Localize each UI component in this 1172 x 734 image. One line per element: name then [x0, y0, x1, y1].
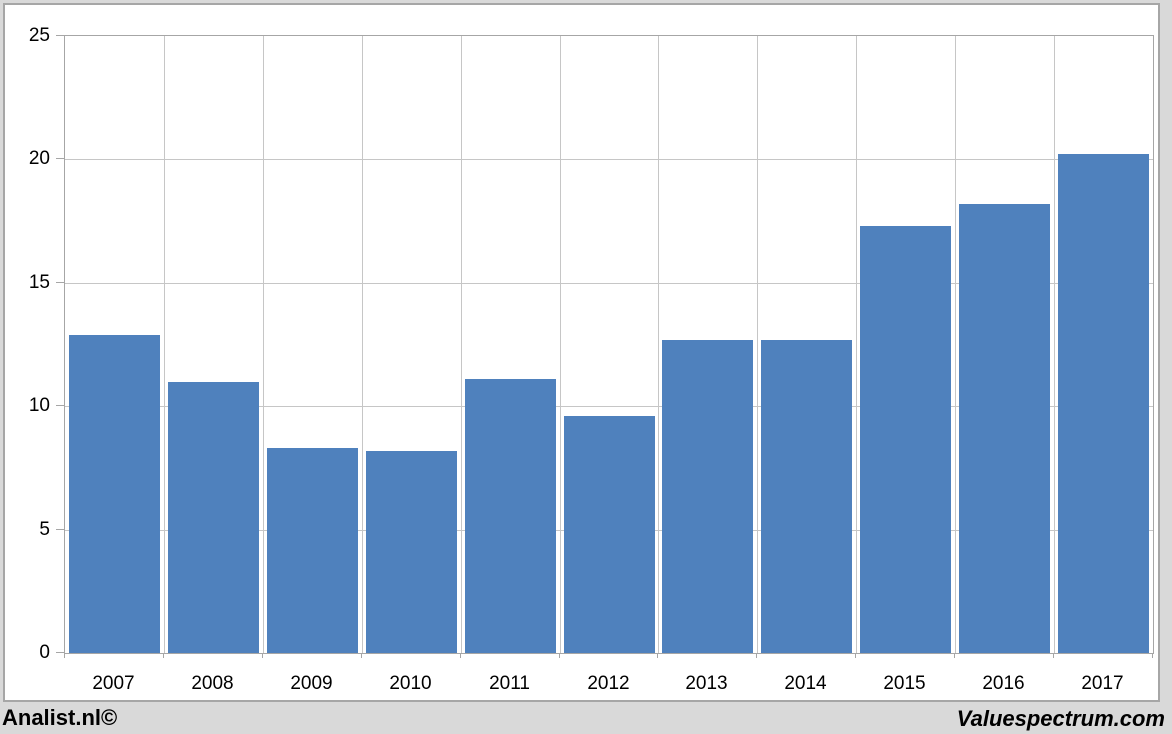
x-axis-label-2012: 2012 [587, 673, 630, 694]
x-tick-6 [657, 653, 658, 658]
x-tick-1 [163, 653, 164, 658]
h-gridline-15 [65, 282, 1153, 284]
bar-2014 [761, 340, 852, 653]
x-tick-7 [756, 653, 757, 658]
x-tick-5 [559, 653, 560, 658]
x-axis-label-2008: 2008 [191, 673, 234, 694]
x-axis-label-2017: 2017 [1081, 673, 1124, 694]
plot-area [64, 35, 1154, 654]
h-gridline-10 [65, 406, 1153, 408]
bar-2007 [69, 335, 160, 653]
footer-bar: Analist.nl© Valuespectrum.com [0, 704, 1172, 734]
y-axis-label-0: 0 [39, 642, 50, 663]
x-axis-label-2014: 2014 [784, 673, 827, 694]
v-gridline-9 [955, 36, 956, 653]
y-tick-10 [56, 405, 64, 406]
x-axis-label-2007: 2007 [92, 673, 135, 694]
bar-2017 [1058, 154, 1149, 653]
y-tick-5 [56, 529, 64, 530]
v-gridline-8 [856, 36, 857, 653]
v-gridline-2 [263, 36, 264, 653]
y-axis-label-15: 15 [28, 272, 50, 293]
bar-2013 [662, 340, 753, 653]
x-tick-10 [1053, 653, 1054, 658]
x-axis-label-2015: 2015 [883, 673, 926, 694]
x-axis-label-2009: 2009 [290, 673, 333, 694]
x-axis-label-2016: 2016 [982, 673, 1025, 694]
y-tick-0 [56, 652, 64, 653]
v-gridline-7 [757, 36, 758, 653]
x-tick-11 [1152, 653, 1153, 658]
y-axis-label-5: 5 [39, 519, 50, 540]
y-axis-label-25: 25 [28, 25, 50, 46]
x-axis-label-2011: 2011 [489, 673, 530, 694]
x-tick-2 [262, 653, 263, 658]
v-gridline-1 [164, 36, 165, 653]
bar-2016 [959, 204, 1050, 653]
footer-brand-valuespectrum: Valuespectrum.com [956, 706, 1165, 731]
x-tick-0 [64, 653, 65, 658]
y-axis-label-20: 20 [28, 148, 50, 169]
v-gridline-3 [362, 36, 363, 653]
bar-2010 [366, 451, 457, 653]
v-gridline-10 [1054, 36, 1055, 653]
y-tick-20 [56, 158, 64, 159]
x-tick-9 [954, 653, 955, 658]
v-gridline-5 [560, 36, 561, 653]
v-gridline-4 [461, 36, 462, 653]
v-gridline-6 [658, 36, 659, 653]
bar-2012 [564, 416, 655, 653]
bar-2009 [267, 448, 358, 653]
x-axis-label-2010: 2010 [389, 673, 432, 694]
x-tick-8 [855, 653, 856, 658]
bar-2008 [168, 382, 259, 653]
x-axis-label-2013: 2013 [685, 673, 728, 694]
h-gridline-20 [65, 159, 1153, 161]
footer-brand-analist: Analist.nl© [2, 705, 118, 730]
bar-2015 [860, 226, 951, 653]
y-tick-25 [56, 35, 64, 36]
x-tick-3 [361, 653, 362, 658]
x-tick-4 [460, 653, 461, 658]
bar-2011 [465, 379, 556, 653]
y-tick-15 [56, 282, 64, 283]
chart-panel: 0 5 10 15 20 25 2007 2008 2009 2010 2011 2012 2013 2… [3, 3, 1160, 702]
y-axis-label-10: 10 [28, 395, 50, 416]
